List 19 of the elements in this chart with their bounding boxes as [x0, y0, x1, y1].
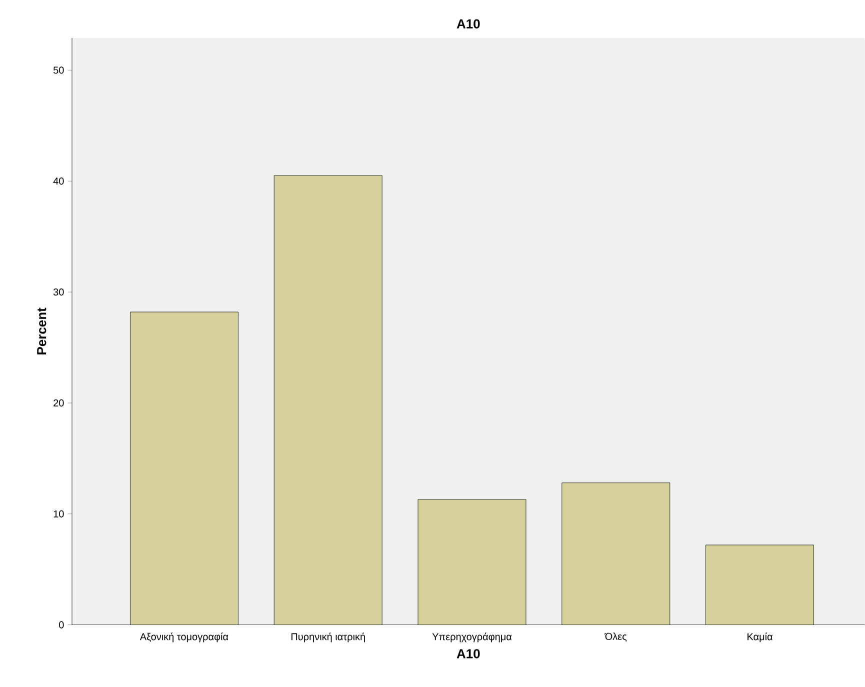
- x-tick-label: Καμία: [748, 632, 773, 642]
- bar: [130, 312, 238, 625]
- y-axis-title: Percent: [37, 308, 46, 354]
- x-tick-label: Αξονική τομογραφία: [140, 632, 228, 642]
- bar: [418, 500, 526, 625]
- y-tick-label: 40: [53, 178, 64, 185]
- y-tick-label: 50: [53, 66, 64, 74]
- y-tick-label: 20: [54, 400, 64, 407]
- x-tick-label: Υπερηχογράφημα: [432, 632, 512, 642]
- chart-title: A10: [456, 19, 480, 29]
- y-tick-label: 10: [54, 510, 64, 518]
- y-tick-label: 0: [59, 621, 64, 628]
- x-axis-title: A10: [456, 649, 480, 658]
- bar: [274, 176, 382, 625]
- y-tick-label: 30: [53, 288, 64, 296]
- bar: [706, 544, 814, 625]
- x-tick-label: Όλες: [604, 632, 627, 642]
- bar: [562, 482, 670, 625]
- x-tick-label: Πυρηνική ιατρική: [291, 632, 365, 642]
